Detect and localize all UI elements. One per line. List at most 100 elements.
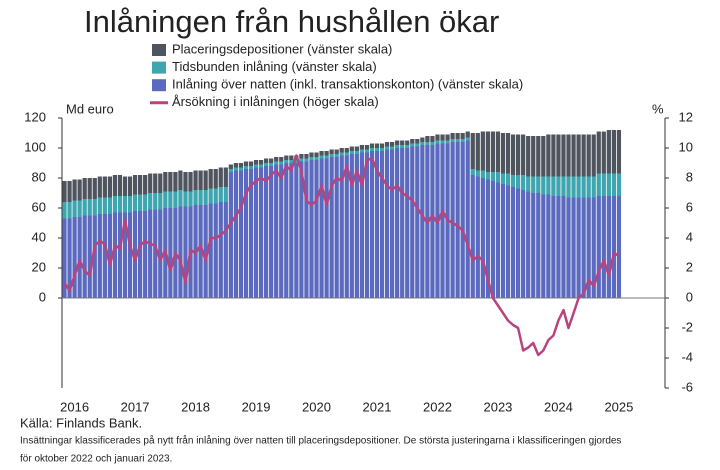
bar-segment xyxy=(143,194,148,211)
bar-segment xyxy=(475,176,480,298)
bar-segment xyxy=(606,173,611,196)
bar-segment xyxy=(168,208,173,298)
bar-segment xyxy=(379,148,385,151)
bar-segment xyxy=(72,179,77,201)
bar-segment xyxy=(148,193,153,210)
x-tick-label: 2018 xyxy=(181,399,210,414)
y-tick-label: 80 xyxy=(32,169,46,184)
bar-segment xyxy=(153,173,158,193)
bar-segment xyxy=(601,173,606,196)
bar-segment xyxy=(258,164,264,168)
bar-segment xyxy=(485,172,490,180)
bar-segment xyxy=(591,176,596,198)
bar-segment xyxy=(218,202,223,298)
bar-segment xyxy=(163,191,168,208)
bar-segment xyxy=(132,211,138,298)
bar-segment xyxy=(369,148,375,151)
bar-segment xyxy=(390,142,395,147)
bar-segment xyxy=(536,136,541,177)
y2-tick-label: -2 xyxy=(681,319,693,334)
bar-segment xyxy=(465,137,470,141)
bar-segment xyxy=(233,167,238,171)
y2-tick-label: 6 xyxy=(686,199,693,214)
bar-segment xyxy=(122,212,128,298)
bar-segment xyxy=(334,157,339,298)
bar-segment xyxy=(258,160,264,165)
bar-segment xyxy=(309,152,314,157)
bar-segment xyxy=(233,163,238,168)
bar-segment xyxy=(127,196,133,213)
x-tick-label: 2020 xyxy=(302,399,331,414)
bar-segment xyxy=(395,145,400,148)
bar-segment xyxy=(208,169,213,189)
bar-segment xyxy=(505,173,511,186)
bar-segment xyxy=(410,146,415,298)
bar-segment xyxy=(269,158,274,163)
x-tick-label: 2022 xyxy=(423,399,452,414)
bar-segment xyxy=(379,143,385,148)
bar-segment xyxy=(521,134,526,175)
bar-segment xyxy=(591,197,596,298)
bar-segment xyxy=(576,197,581,298)
bar-segment xyxy=(435,134,440,141)
bar-segment xyxy=(173,172,178,192)
bar-segment xyxy=(183,206,188,298)
legend-swatch xyxy=(152,79,166,92)
bar-segment xyxy=(490,181,496,298)
bar-segment xyxy=(107,176,112,198)
bar-segment xyxy=(440,140,445,144)
bar-segment xyxy=(495,182,501,298)
bar-segment xyxy=(329,149,334,154)
bar-segment xyxy=(465,140,470,298)
bar-segment xyxy=(450,133,455,139)
bar-segment xyxy=(67,202,72,219)
bar-segment xyxy=(178,190,183,207)
bar-segment xyxy=(153,209,158,298)
bar-segment xyxy=(148,209,153,298)
bar-segment xyxy=(243,166,249,169)
bar-segment xyxy=(425,136,430,142)
bar-segment xyxy=(193,170,198,190)
bar-segment xyxy=(138,175,143,195)
bar-segment xyxy=(440,134,445,141)
bar-segment xyxy=(173,191,178,208)
bar-segment xyxy=(138,211,143,298)
bar-segment xyxy=(349,154,354,298)
bar-segment xyxy=(223,167,228,187)
bar-segment xyxy=(178,206,183,298)
bar-segment xyxy=(606,196,611,298)
x-tick-label: 2021 xyxy=(363,399,392,414)
bar-segment xyxy=(264,166,269,298)
bar-segment xyxy=(294,163,299,298)
bar-segment xyxy=(218,167,223,187)
bar-segment xyxy=(92,178,97,199)
bar-segment xyxy=(309,157,314,160)
legend-swatch xyxy=(152,61,166,74)
bar-segment xyxy=(82,178,87,199)
x-tick-label: 2024 xyxy=(544,399,573,414)
bar-segment xyxy=(541,136,546,177)
bar-segment xyxy=(510,175,516,187)
y2-tick-label: 12 xyxy=(679,109,693,124)
bar-segment xyxy=(148,173,153,193)
bar-segment xyxy=(279,161,284,165)
bar-segment xyxy=(596,173,601,196)
bar-segment xyxy=(470,169,475,175)
bar-segment xyxy=(344,148,349,153)
bar-segment xyxy=(400,140,405,145)
y-tick-label: 120 xyxy=(24,109,46,124)
bar-segment xyxy=(470,133,475,169)
bar-segment xyxy=(112,175,118,196)
bar-segment xyxy=(264,158,269,163)
bar-segment xyxy=(510,187,516,298)
bar-segment xyxy=(556,196,561,298)
bar-segment xyxy=(591,134,596,177)
bar-segment xyxy=(480,178,485,298)
bar-segment xyxy=(82,199,87,216)
bar-segment xyxy=(158,173,163,193)
bar-segment xyxy=(430,145,435,298)
bar-segment xyxy=(510,134,516,175)
bar-segment xyxy=(475,133,480,171)
bar-segment xyxy=(526,136,531,177)
bar-segment xyxy=(581,134,586,177)
